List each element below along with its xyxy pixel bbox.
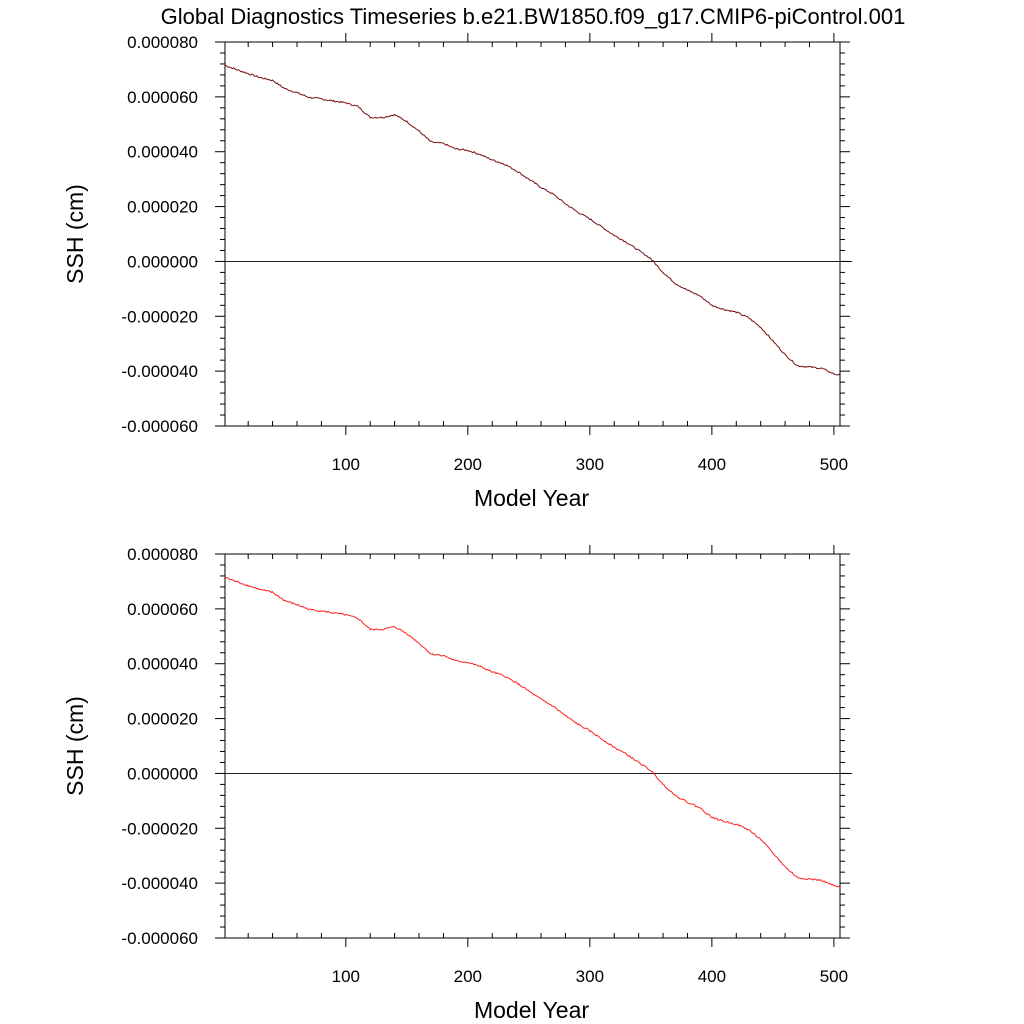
x-axis-label: Model Year bbox=[474, 485, 589, 511]
bottom-panel: 100 200 300 400 500 0.000080 0.000060 0.000040 0… bbox=[62, 545, 852, 1023]
y-axis-label: SSH (cm) bbox=[62, 184, 88, 284]
y-tick-label: 0.000020 bbox=[127, 198, 198, 217]
x-tick-label: 400 bbox=[698, 967, 726, 986]
x-tick-label: 300 bbox=[576, 455, 604, 474]
y-tick-label: -0.000020 bbox=[121, 307, 198, 326]
x-tick-label: 200 bbox=[454, 455, 482, 474]
y-tick-label: 0.000080 bbox=[127, 545, 198, 564]
x-tick-label: 200 bbox=[454, 967, 482, 986]
ssh-series-line bbox=[224, 576, 841, 888]
ssh-series-line bbox=[224, 64, 841, 376]
y-tick-label: -0.000040 bbox=[121, 362, 198, 381]
y-tick-label: 0.000000 bbox=[127, 764, 198, 783]
x-tick-label: 100 bbox=[332, 455, 360, 474]
y-tick-label: 0.000080 bbox=[127, 33, 198, 52]
y-tick-label: 0.000060 bbox=[127, 88, 198, 107]
x-tick-label: 300 bbox=[576, 967, 604, 986]
y-tick-label: 0.000060 bbox=[127, 600, 198, 619]
y-tick-label: 0.000000 bbox=[127, 252, 198, 271]
y-tick-label: -0.000060 bbox=[121, 417, 198, 436]
y-tick-label: -0.000040 bbox=[121, 874, 198, 893]
plot-frame bbox=[224, 41, 841, 427]
top-panel: 100 200 300 400 500 0.000080 0.000060 0.000040 0… bbox=[62, 33, 852, 511]
y-tick-label: 0.000020 bbox=[127, 710, 198, 729]
x-tick-label: 500 bbox=[820, 455, 848, 474]
x-axis-label: Model Year bbox=[474, 997, 589, 1023]
y-tick-label: 0.000040 bbox=[127, 655, 198, 674]
y-tick-label: -0.000060 bbox=[121, 929, 198, 948]
plot-frame bbox=[224, 553, 841, 939]
y-axis-label: SSH (cm) bbox=[62, 696, 88, 796]
x-tick-label: 500 bbox=[820, 967, 848, 986]
y-tick-label: -0.000020 bbox=[121, 819, 198, 838]
x-tick-label: 100 bbox=[332, 967, 360, 986]
chart-title: Global Diagnostics Timeseries b.e21.BW18… bbox=[161, 4, 906, 29]
x-tick-label: 400 bbox=[698, 455, 726, 474]
y-tick-label: 0.000040 bbox=[127, 143, 198, 162]
